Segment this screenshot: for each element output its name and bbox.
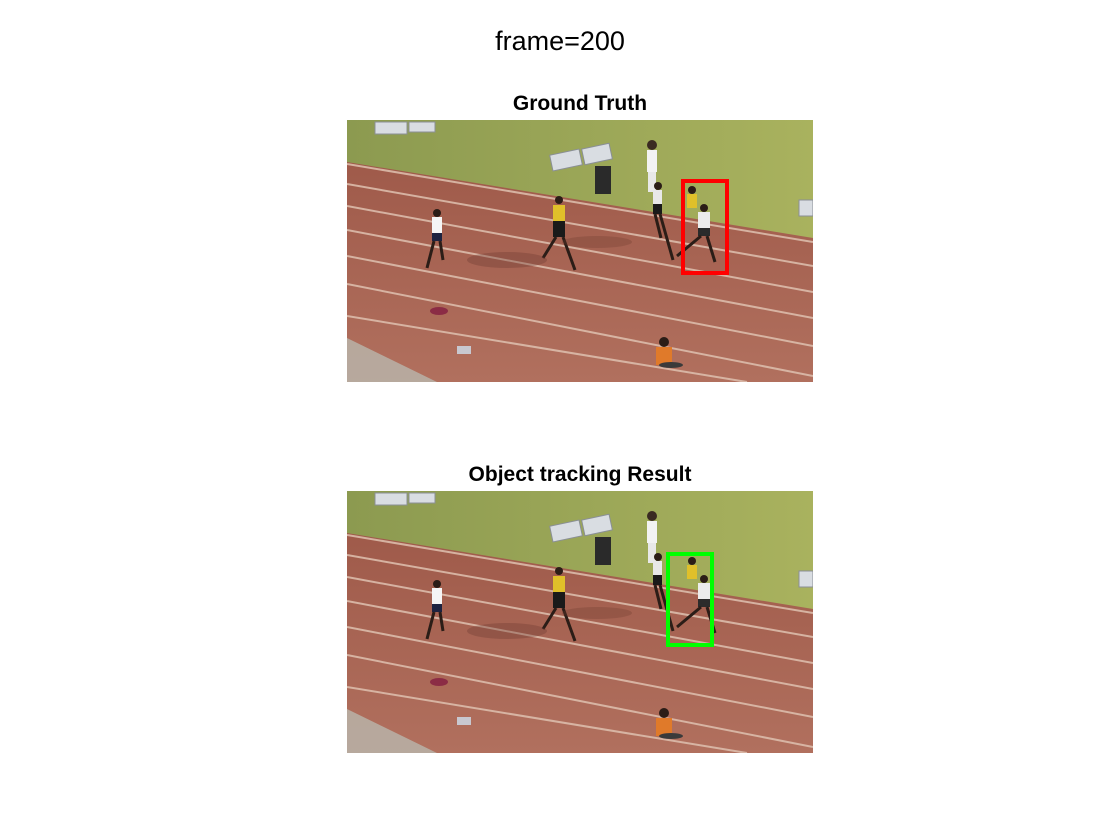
figure-title: frame=200 (495, 26, 625, 56)
ground-truth-image (347, 120, 813, 382)
tracking-result-title: Object tracking Result (468, 463, 692, 486)
ground-truth-box (681, 179, 729, 275)
ground-truth-panel (347, 120, 813, 382)
tracking-result-box (666, 552, 714, 647)
tracking-result-image (347, 491, 813, 753)
tracking-result-panel (347, 491, 813, 753)
ground-truth-title: Ground Truth (512, 92, 648, 115)
